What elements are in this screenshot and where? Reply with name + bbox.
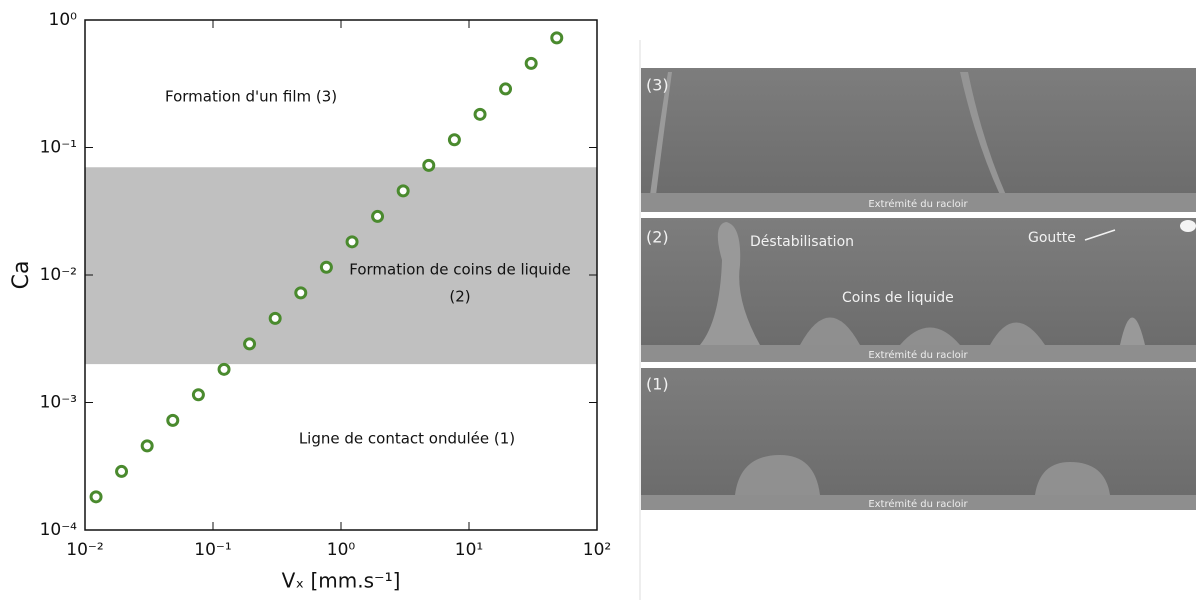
- data-point: [524, 56, 538, 70]
- data-point: [243, 337, 257, 351]
- region-label: Ligne de contact ondulée (1): [299, 430, 515, 448]
- data-point: [217, 362, 231, 376]
- region-label: Formation de coins de liquide: [349, 261, 570, 279]
- panel-note: Goutte: [1028, 230, 1076, 246]
- plot-clip: [85, 7, 597, 504]
- data-point: [191, 388, 205, 402]
- x-tick-label: 10¹: [455, 540, 483, 560]
- data-point: [319, 260, 333, 274]
- panel-note: Coins de liquide: [842, 290, 954, 306]
- panel-caption: Extrémité du racloir: [868, 498, 968, 510]
- data-point: [115, 464, 129, 478]
- x-axis-label: Vₓ [mm.s⁻¹]: [282, 569, 401, 593]
- data-point: [140, 439, 154, 453]
- y-tick-label: 10⁻¹: [40, 138, 77, 158]
- data-point: [447, 133, 461, 147]
- data-point: [499, 82, 513, 96]
- panel-label: (1): [646, 375, 669, 394]
- x-tick-label: 10⁻²: [66, 540, 103, 560]
- data-point: [396, 184, 410, 198]
- photo-panel: (1) Extrémité du racloir: [641, 368, 1196, 510]
- panel-label: (3): [646, 76, 669, 95]
- region-label: Formation d'un film (3): [165, 88, 337, 106]
- y-tick-label: 10⁰: [49, 10, 78, 30]
- data-point: [473, 107, 487, 121]
- x-tick-label: 10²: [583, 540, 611, 560]
- regime-band: [85, 167, 597, 365]
- plot-area: [85, 7, 597, 504]
- y-tick-label: 10⁻³: [40, 393, 77, 413]
- panel-label: (2): [646, 228, 669, 247]
- data-point: [345, 235, 359, 249]
- y-tick-label: 10⁻⁴: [40, 520, 78, 540]
- data-point: [294, 286, 308, 300]
- panel-caption: Extrémité du racloir: [868, 349, 968, 361]
- data-point: [422, 158, 436, 172]
- data-point: [268, 311, 282, 325]
- panel-note: Déstabilisation: [750, 234, 854, 250]
- y-axis-label: Ca: [9, 261, 34, 290]
- y-tick-label: 10⁻²: [40, 265, 77, 285]
- data-point: [577, 7, 587, 17]
- data-point: [550, 31, 564, 45]
- panel-caption: Extrémité du racloir: [868, 198, 968, 210]
- data-point: [89, 490, 103, 504]
- photo-panel: (3) Extrémité du racloir: [641, 68, 1196, 212]
- x-tick-label: 10⁰: [327, 540, 356, 560]
- data-point: [371, 209, 385, 223]
- photo-panel: (2) Déstabilisation Goutte Coins de liqu…: [641, 218, 1196, 362]
- x-tick-label: 10⁻¹: [194, 540, 231, 560]
- data-point: [166, 413, 180, 427]
- region-label: (2): [449, 288, 470, 306]
